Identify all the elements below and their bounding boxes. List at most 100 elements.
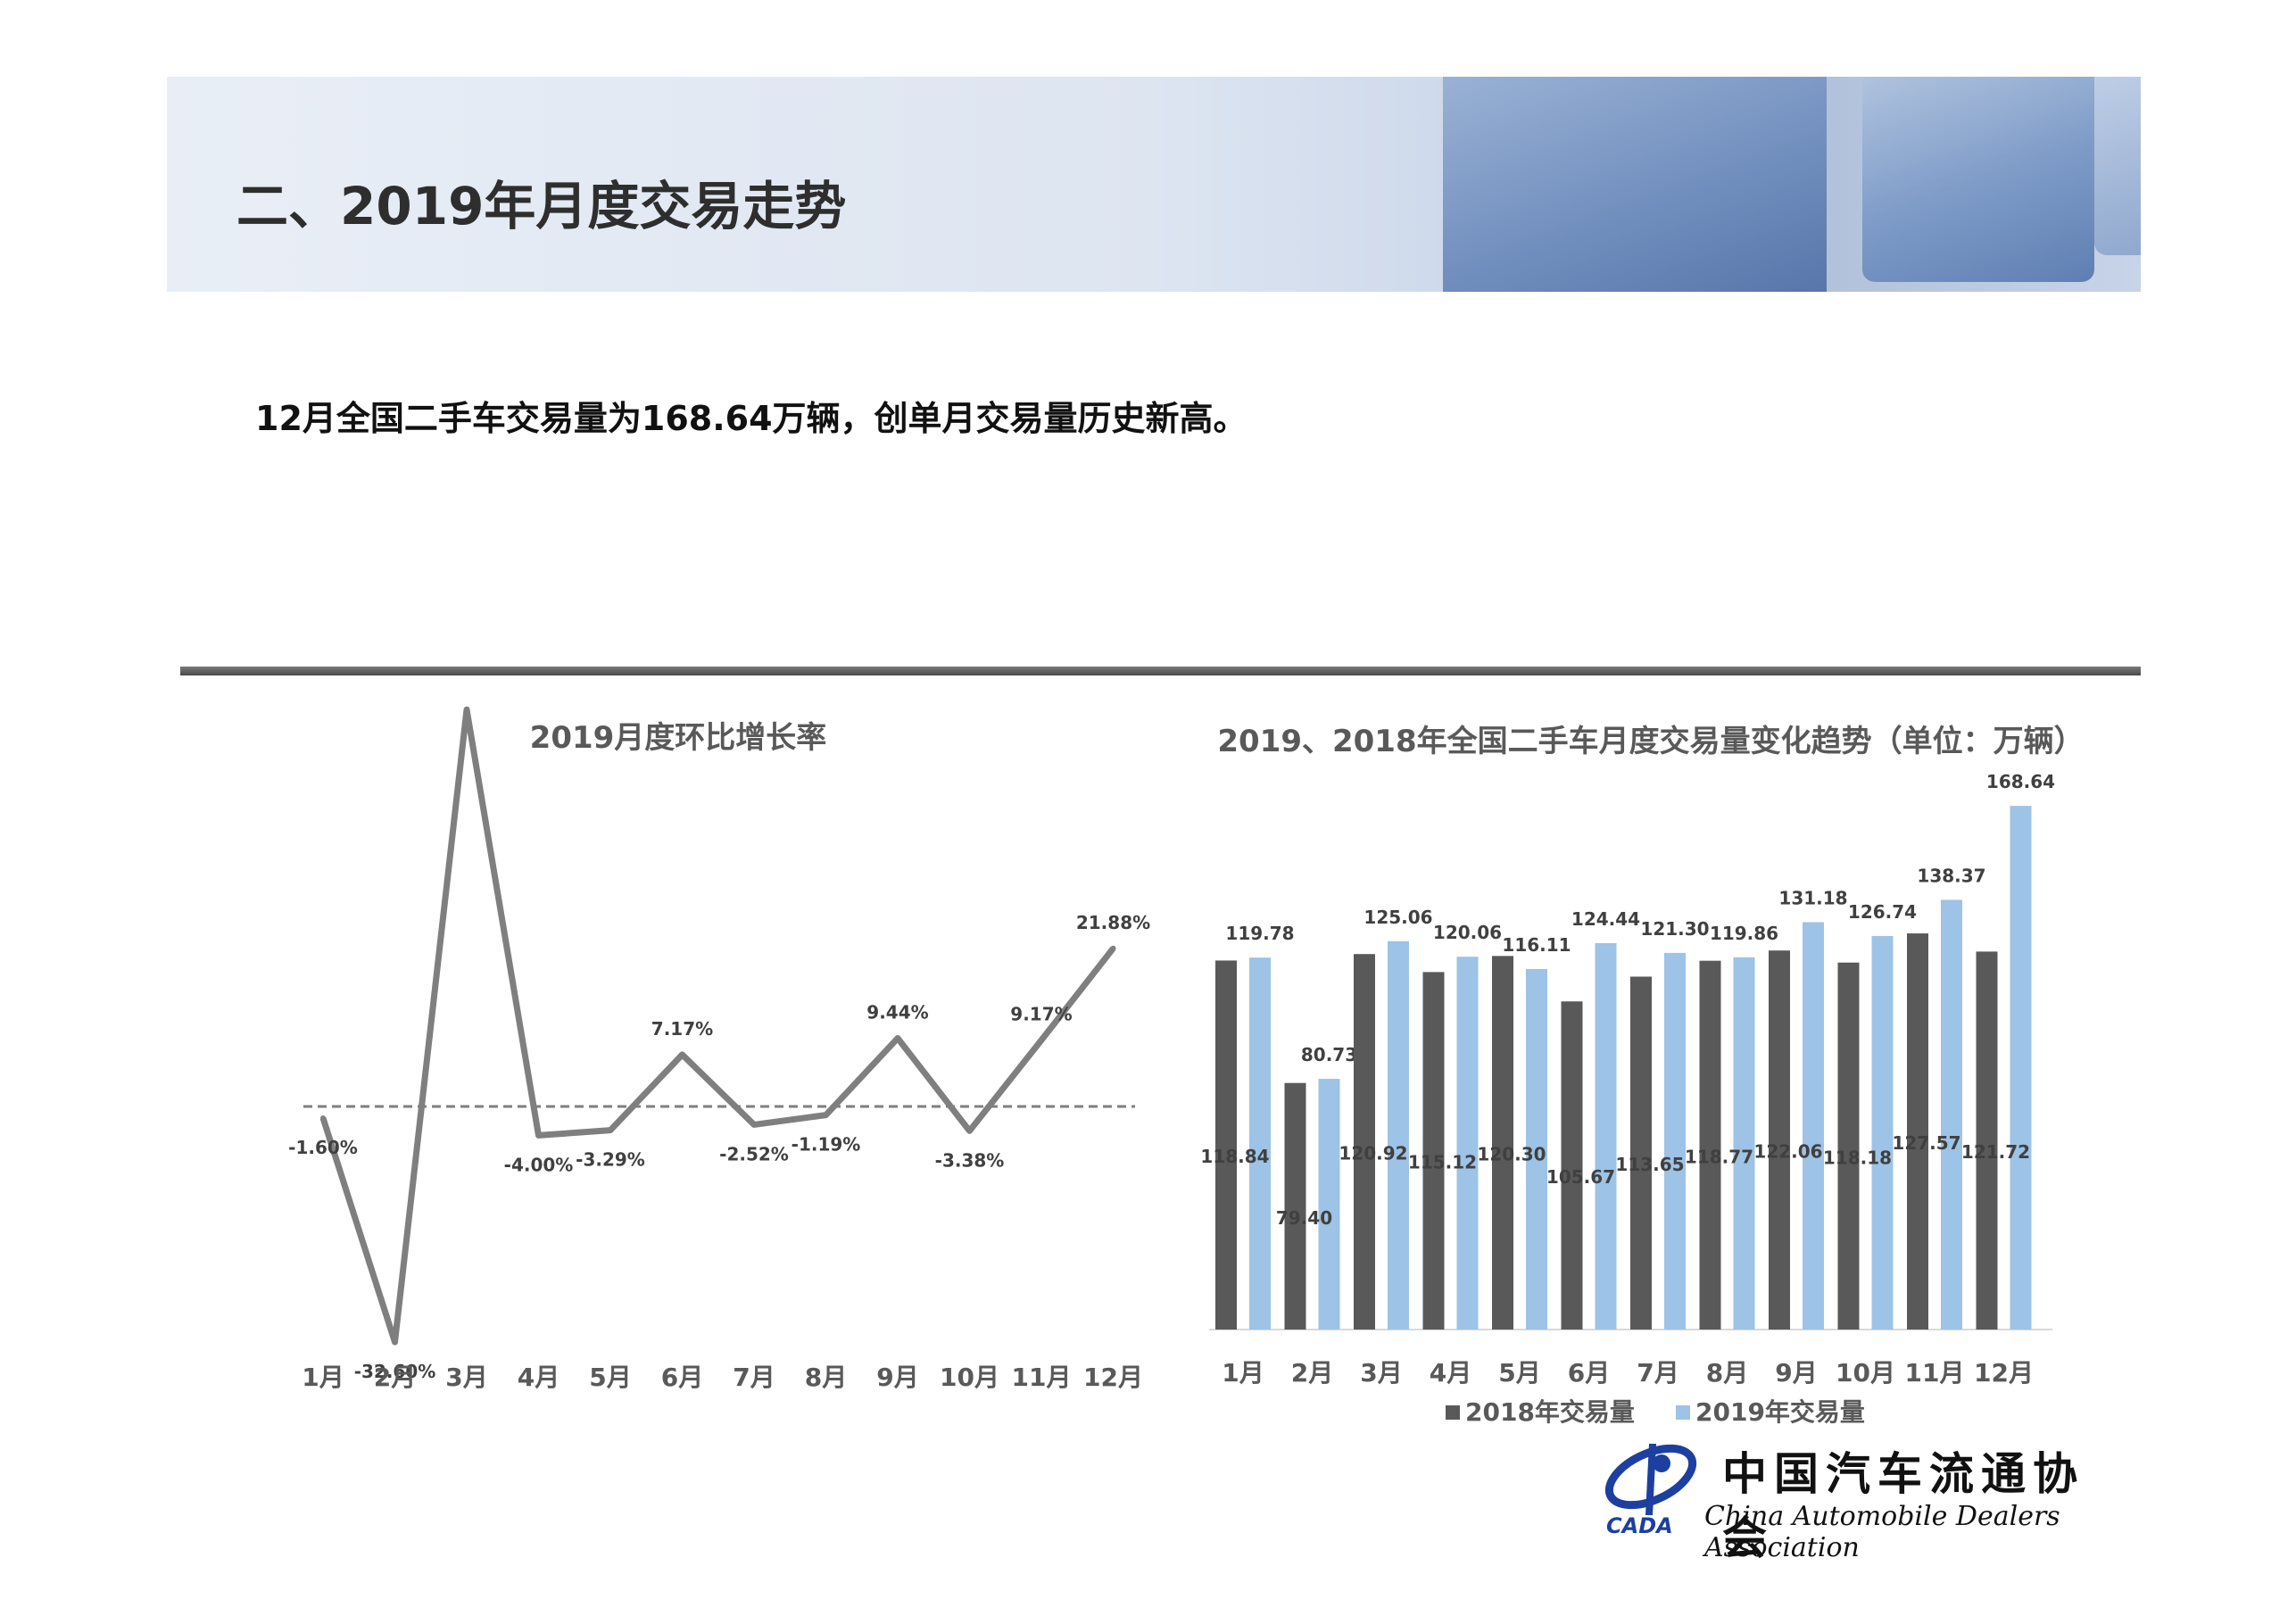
banner-decoration-image (1443, 77, 1827, 292)
data-point (823, 1112, 829, 1118)
bar-2019 (1871, 935, 1894, 1330)
x-tick-label: 7月 (733, 1363, 775, 1392)
data-point (608, 1127, 613, 1133)
data-label-2019: 116.11 (1502, 934, 1571, 956)
data-label: -1.60% (288, 1137, 358, 1158)
cada-logo: 中国汽车流通协会 China Automobile Dealers Associ… (1597, 1437, 2133, 1564)
bar-2018 (1561, 1001, 1583, 1330)
x-tick-label: 8月 (805, 1363, 847, 1392)
data-label: 21.88% (1076, 912, 1150, 933)
bar-2018 (1699, 960, 1721, 1330)
data-label-2019: 138.37 (1917, 865, 1985, 886)
data-label-2018: 118.77 (1685, 1146, 1753, 1167)
bar-2019 (1595, 942, 1617, 1330)
data-label: 9.44% (866, 1002, 928, 1023)
data-label-2018: 127.57 (1892, 1132, 1960, 1154)
line-chart: 2019月度环比增长率-1.60%1月-32.60%2月54.91%3月-4.0… (288, 706, 1150, 1392)
bar-2018 (1976, 951, 1998, 1330)
legend-swatch-2019 (1676, 1405, 1690, 1420)
banner-decoration-image (1862, 77, 2094, 282)
bar-2018 (1837, 962, 1860, 1330)
legend-label-2018: 2018年交易量 (1465, 1397, 1635, 1427)
x-tick-label: 1月 (1222, 1358, 1264, 1388)
bar-2019 (1249, 957, 1271, 1330)
x-tick-label: 11月 (1012, 1363, 1072, 1392)
data-point (1039, 1037, 1044, 1043)
bar-2019 (1388, 940, 1409, 1330)
data-label-2018: 121.72 (1961, 1141, 2030, 1163)
data-label-2018: 120.30 (1477, 1144, 1546, 1165)
data-label: -3.38% (935, 1149, 1005, 1171)
logo-name-cn: 中国汽车流通协会 (1722, 1447, 2085, 1564)
x-tick-label: 3月 (1360, 1358, 1402, 1388)
data-label-2018: 122.06 (1753, 1141, 1822, 1163)
x-tick-label: 11月 (1905, 1358, 1965, 1388)
bar-2019 (1456, 957, 1479, 1330)
x-tick-label: 12月 (1974, 1358, 2034, 1388)
data-label-2018: 118.84 (1200, 1146, 1269, 1167)
data-point (679, 1051, 685, 1057)
data-label: -1.19% (792, 1134, 861, 1156)
bar-chart: 2019、2018年全国二手车月度交易量变化趋势（单位：万辆） 118.84 119… (1200, 724, 2084, 1427)
data-label: -2.52% (719, 1143, 789, 1164)
x-tick-label: 6月 (1568, 1358, 1610, 1388)
x-tick-label: 4月 (518, 1363, 559, 1392)
bar-2018 (1769, 950, 1790, 1330)
cada-emblem-icon (1604, 1444, 1697, 1515)
page-title: 二、2019年月度交易走势 (236, 176, 847, 236)
x-tick-label: 9月 (1775, 1358, 1817, 1388)
data-label-2018: 115.12 (1408, 1152, 1477, 1173)
x-tick-label: 7月 (1637, 1358, 1678, 1388)
bar-2018 (1492, 956, 1513, 1330)
bar-2019 (1733, 957, 1755, 1330)
bar-2018 (1215, 960, 1237, 1330)
bar-2019 (1803, 922, 1824, 1330)
bar-2018 (1422, 972, 1445, 1330)
bar-2019 (1941, 899, 1962, 1330)
bar-2018 (1354, 954, 1375, 1330)
header-banner (167, 77, 2141, 292)
data-label-2018: 79.40 (1276, 1207, 1332, 1229)
banner-decoration-image (2094, 77, 2141, 255)
x-tick-label: 5月 (1498, 1358, 1540, 1388)
data-point (464, 707, 469, 713)
x-tick-label: 10月 (940, 1363, 999, 1392)
chart-title: 2019月度环比增长率 (530, 720, 827, 756)
x-tick-label: 10月 (1836, 1358, 1895, 1388)
bar-2019 (1664, 952, 1686, 1330)
data-label: -4.00% (504, 1154, 574, 1175)
data-point (535, 1132, 542, 1139)
data-label-2019: 125.06 (1364, 907, 1432, 928)
data-label-2019: 126.74 (1848, 901, 1917, 923)
x-tick-label: 4月 (1430, 1358, 1471, 1388)
x-tick-label: 2月 (374, 1363, 416, 1392)
x-tick-label: 5月 (589, 1363, 631, 1392)
logo-name-en: China Automobile Dealers Association (1704, 1501, 2060, 1563)
data-point (895, 1035, 900, 1041)
data-label-2019: 121.30 (1640, 918, 1709, 940)
x-tick-label: 12月 (1083, 1363, 1143, 1392)
bar-2019 (1318, 1079, 1340, 1330)
data-label-2019: 119.78 (1225, 923, 1294, 944)
data-label-2019: 124.44 (1571, 908, 1640, 930)
headline-text: 12月全国二手车交易量为168.64万辆，创单月交易量历史新高。 (255, 399, 1247, 438)
data-label-2019: 168.64 (1986, 771, 2055, 792)
data-point (1110, 945, 1116, 951)
data-label-2019: 120.06 (1433, 922, 1502, 943)
logo-abbr: CADA (1606, 1513, 1673, 1538)
data-point (320, 1114, 326, 1121)
data-label: -3.29% (576, 1149, 645, 1171)
data-label-2019: 80.73 (1301, 1044, 1357, 1065)
data-label-2018: 105.67 (1546, 1166, 1615, 1188)
x-tick-label: 3月 (445, 1363, 487, 1392)
bar-2018 (1907, 933, 1928, 1330)
data-label: 7.17% (651, 1018, 713, 1040)
data-label-2019: 131.18 (1778, 887, 1847, 908)
bar-2019 (1526, 968, 1547, 1330)
series-line (319, 706, 1116, 1346)
bar-2019 (2010, 806, 2032, 1330)
chart-title: 2019、2018年全国二手车月度交易量变化趋势（单位：万辆） (1217, 724, 2084, 759)
x-tick-label: 9月 (876, 1363, 918, 1392)
data-label-2018: 118.18 (1823, 1147, 1892, 1168)
x-tick-label: 1月 (302, 1363, 344, 1392)
